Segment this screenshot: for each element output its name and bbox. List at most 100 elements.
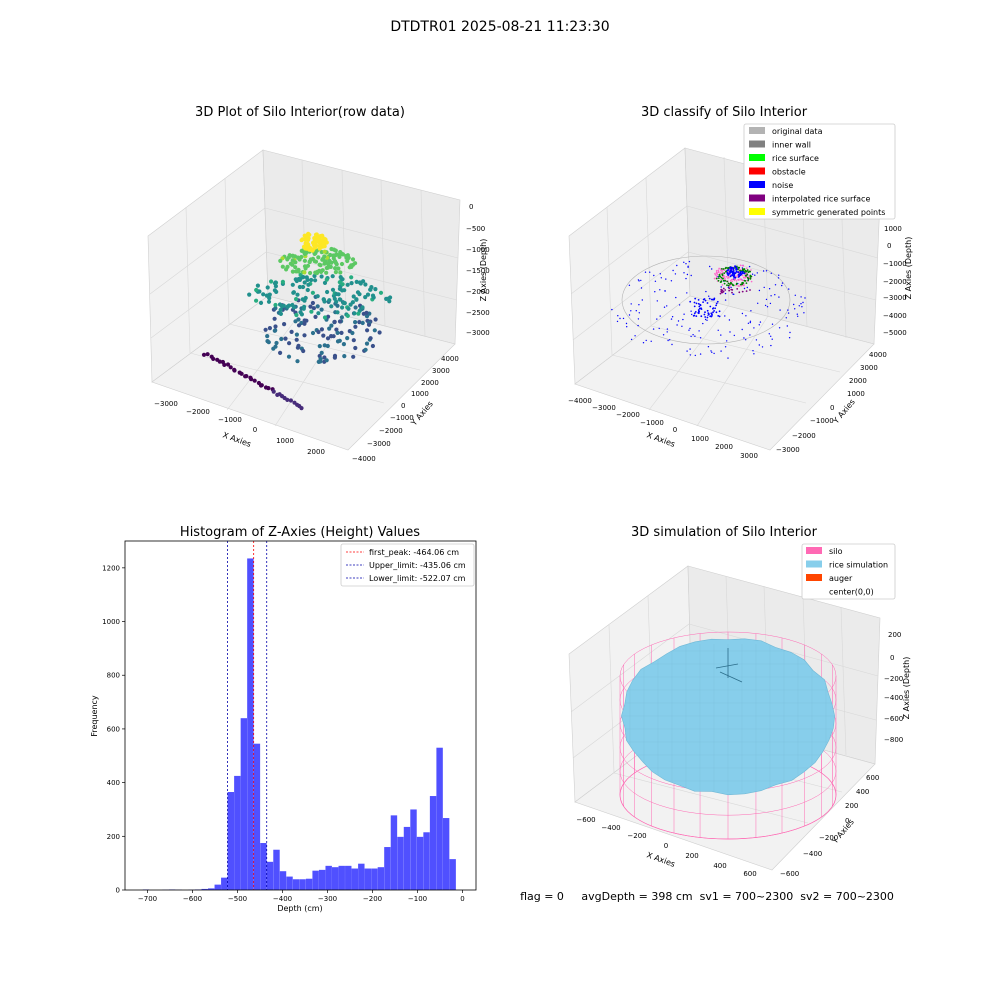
raw-point [281, 303, 286, 308]
noise-point [666, 331, 668, 333]
interpolated-point [744, 277, 746, 279]
raw-point [283, 336, 288, 341]
raw-point [337, 297, 342, 302]
noise-point [697, 299, 700, 301]
noise-point [720, 286, 722, 288]
legend-label: center(0,0) [829, 588, 874, 597]
noise-point [728, 319, 731, 321]
raw-point [329, 334, 334, 339]
noise-point [729, 275, 732, 278]
raw-point [354, 279, 359, 284]
raw-point [337, 338, 342, 343]
raw-point [294, 332, 299, 337]
noise-point [730, 269, 732, 272]
raw-point [329, 304, 334, 309]
histogram-bar [423, 832, 430, 890]
noise-point [734, 265, 737, 268]
interpolated-point [743, 284, 745, 287]
noise-point [743, 272, 746, 275]
noise-point [768, 288, 771, 290]
interpolated-point [714, 277, 716, 280]
rice-surface-point [723, 282, 726, 285]
raw-point [332, 319, 337, 324]
noise-point [735, 267, 738, 270]
panel-1-title: 3D Plot of Silo Interior(row data) [195, 105, 405, 120]
raw-point [332, 259, 338, 264]
panel-4-y-ticks: −600 −400 −200 0 200 400 600 [780, 774, 879, 878]
raw-point [353, 261, 358, 266]
noise-point [660, 277, 662, 279]
interpolated-point [723, 274, 725, 277]
raw-point [302, 321, 307, 326]
noise-point [672, 269, 674, 272]
y-tick: −3000 [776, 446, 800, 454]
panel-3-title: Histogram of Z-Axies (Height) Values [180, 525, 420, 540]
noise-point [724, 315, 726, 317]
noise-point [733, 278, 735, 280]
noise-point [770, 335, 772, 337]
noise-point [694, 354, 696, 357]
legend-swatch [806, 560, 822, 568]
rice-surface-point [722, 279, 725, 282]
noise-point [763, 286, 765, 289]
raw-point [282, 322, 287, 327]
noise-point [766, 306, 769, 308]
noise-point [715, 311, 718, 314]
raw-point [293, 260, 298, 265]
raw-point [267, 326, 272, 331]
noise-point [699, 353, 702, 355]
z-tick: 0 [890, 654, 894, 662]
noise-point [778, 296, 780, 298]
noise-point [741, 270, 744, 273]
rice-surface-point [718, 273, 721, 276]
interpolated-point [726, 277, 729, 279]
y-tick: 200 [107, 833, 120, 841]
noise-point [617, 315, 619, 317]
raw-point [329, 260, 334, 265]
histogram-bar [397, 836, 404, 890]
raw-point [329, 246, 334, 252]
raw-point [364, 310, 369, 315]
x-tick: 0 [253, 426, 257, 434]
raw-point [346, 306, 351, 311]
noise-point [717, 315, 720, 317]
legend-swatch [806, 547, 822, 554]
z-tick: 200 [888, 631, 901, 639]
panel-classify-3d: 3D classify of Silo Interior −4000 −3000… [568, 105, 913, 460]
raw-point [377, 330, 382, 335]
noise-point [788, 337, 791, 339]
raw-point [285, 397, 290, 402]
y-tick: 1000 [847, 390, 865, 398]
noise-point [785, 317, 787, 319]
x-tick: −3000 [592, 404, 616, 412]
interpolated-rice-point [736, 288, 739, 290]
noise-point [704, 316, 707, 318]
raw-point [319, 274, 324, 279]
noise-point [710, 298, 713, 301]
z-tick: −3000 [466, 329, 490, 337]
raw-point [269, 279, 274, 284]
noise-point [689, 354, 691, 356]
panel-2-x-ticks: −4000 −3000 −2000 −1000 0 1000 2000 3000 [568, 397, 758, 460]
raw-point [272, 328, 277, 333]
raw-point [372, 328, 377, 333]
raw-point [244, 374, 249, 379]
noise-point [688, 329, 690, 331]
noise-point [749, 320, 752, 322]
z-tick: −400 [884, 694, 903, 702]
x-tick: −2000 [186, 408, 210, 416]
panel-1-z-label: Z Axies (Depth) [479, 239, 488, 302]
noise-point [798, 305, 800, 307]
noise-point [800, 303, 802, 305]
rice-surface-point [748, 270, 751, 273]
histogram-y-label: Frequency [90, 695, 99, 737]
noise-point [724, 299, 727, 301]
noise-point [690, 310, 692, 312]
noise-point [640, 279, 642, 282]
noise-point [731, 274, 734, 277]
noise-point [685, 263, 687, 265]
y-tick: −4000 [352, 455, 376, 463]
histogram-bar [286, 876, 293, 890]
raw-point [335, 330, 340, 335]
y-tick: 4000 [869, 351, 887, 359]
